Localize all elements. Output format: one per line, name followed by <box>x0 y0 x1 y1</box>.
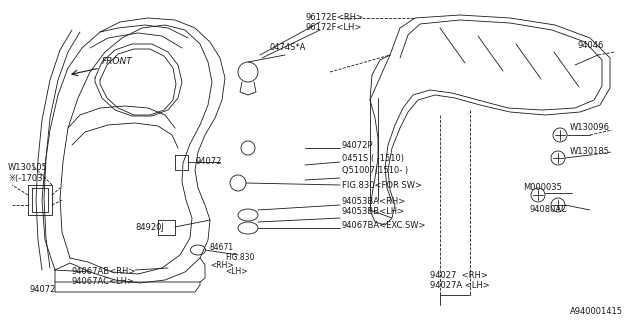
Text: 94072: 94072 <box>195 157 221 166</box>
Text: Q51007(1510- ): Q51007(1510- ) <box>342 166 408 175</box>
Text: W130096: W130096 <box>570 124 610 132</box>
Text: 84671: 84671 <box>210 244 234 252</box>
Text: 94067AC<LH>: 94067AC<LH> <box>72 276 135 285</box>
Text: 84920J: 84920J <box>135 223 164 233</box>
Text: 0474S*A: 0474S*A <box>270 44 307 52</box>
Text: 96172F<LH>: 96172F<LH> <box>305 22 362 31</box>
Text: 94027  <RH>: 94027 <RH> <box>430 270 488 279</box>
Text: ※(-1703): ※(-1703) <box>8 173 45 182</box>
Text: W130185: W130185 <box>570 148 610 156</box>
Text: 94027A <LH>: 94027A <LH> <box>430 281 490 290</box>
Text: 94053BA<RH>: 94053BA<RH> <box>342 197 406 206</box>
Text: 94080AC: 94080AC <box>530 205 568 214</box>
Text: FIG.830: FIG.830 <box>225 253 254 262</box>
Text: 94067BA<EXC.SW>: 94067BA<EXC.SW> <box>342 220 426 229</box>
Text: 94046: 94046 <box>578 41 604 50</box>
Text: M000035: M000035 <box>523 183 562 193</box>
Text: <LH>: <LH> <box>225 268 248 276</box>
Text: 94067AB<RH>: 94067AB<RH> <box>72 268 136 276</box>
Text: FRONT: FRONT <box>102 58 132 67</box>
Text: 94053BB<LH>: 94053BB<LH> <box>342 207 405 217</box>
Text: A940001415: A940001415 <box>570 308 623 316</box>
Text: FIG.830<FOR SW>: FIG.830<FOR SW> <box>342 180 422 189</box>
Text: 94072P: 94072P <box>342 140 374 149</box>
Text: 96172E<RH>: 96172E<RH> <box>305 12 363 21</box>
Text: 94072: 94072 <box>30 285 56 294</box>
Text: W130105: W130105 <box>8 164 48 172</box>
Text: 0451S ( -1510): 0451S ( -1510) <box>342 154 404 163</box>
Text: <RH>: <RH> <box>210 260 234 269</box>
